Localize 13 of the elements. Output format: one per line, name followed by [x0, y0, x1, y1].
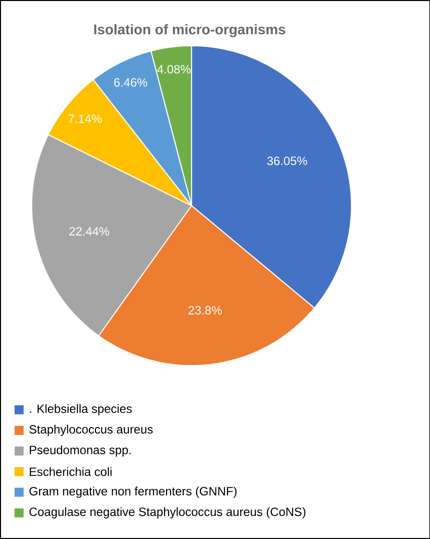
- legend-label: . Klebsiella species: [30, 404, 132, 416]
- legend-label: Staphylococcus aureus: [29, 424, 153, 436]
- chart-title: Isolation of micro-organisms: [94, 24, 286, 38]
- data-label: 6.46%: [114, 78, 148, 87]
- legend-label: Pseudomonas spp.: [30, 445, 130, 457]
- data-label: 4.08%: [157, 65, 190, 74]
- data-label: 22.44%: [69, 227, 109, 236]
- legend-label: Escherichia coli: [30, 467, 112, 476]
- data-label: 36.05%: [267, 156, 307, 166]
- legend-label: Gram negative non fermenters (GNNF): [29, 486, 236, 498]
- data-label: 7.14%: [68, 114, 102, 123]
- legend-label: Coagulase negative Staphylococcus aureus (CoNS): [29, 507, 306, 518]
- data-label: 23.8%: [188, 306, 222, 315]
